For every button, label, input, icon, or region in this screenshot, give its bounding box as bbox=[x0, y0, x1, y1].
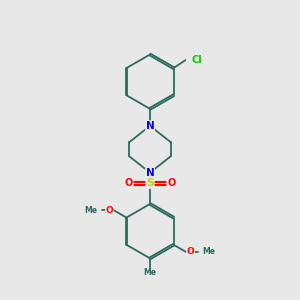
Text: O: O bbox=[167, 178, 175, 188]
Text: Me: Me bbox=[202, 248, 216, 256]
Text: O: O bbox=[125, 178, 133, 188]
Text: Cl: Cl bbox=[191, 55, 202, 65]
Text: N: N bbox=[146, 168, 154, 178]
Text: Me: Me bbox=[84, 206, 98, 215]
Text: S: S bbox=[146, 178, 154, 188]
Text: O: O bbox=[106, 206, 113, 215]
Text: O: O bbox=[187, 248, 194, 256]
Text: N: N bbox=[146, 121, 154, 131]
Text: Me: Me bbox=[143, 268, 157, 277]
